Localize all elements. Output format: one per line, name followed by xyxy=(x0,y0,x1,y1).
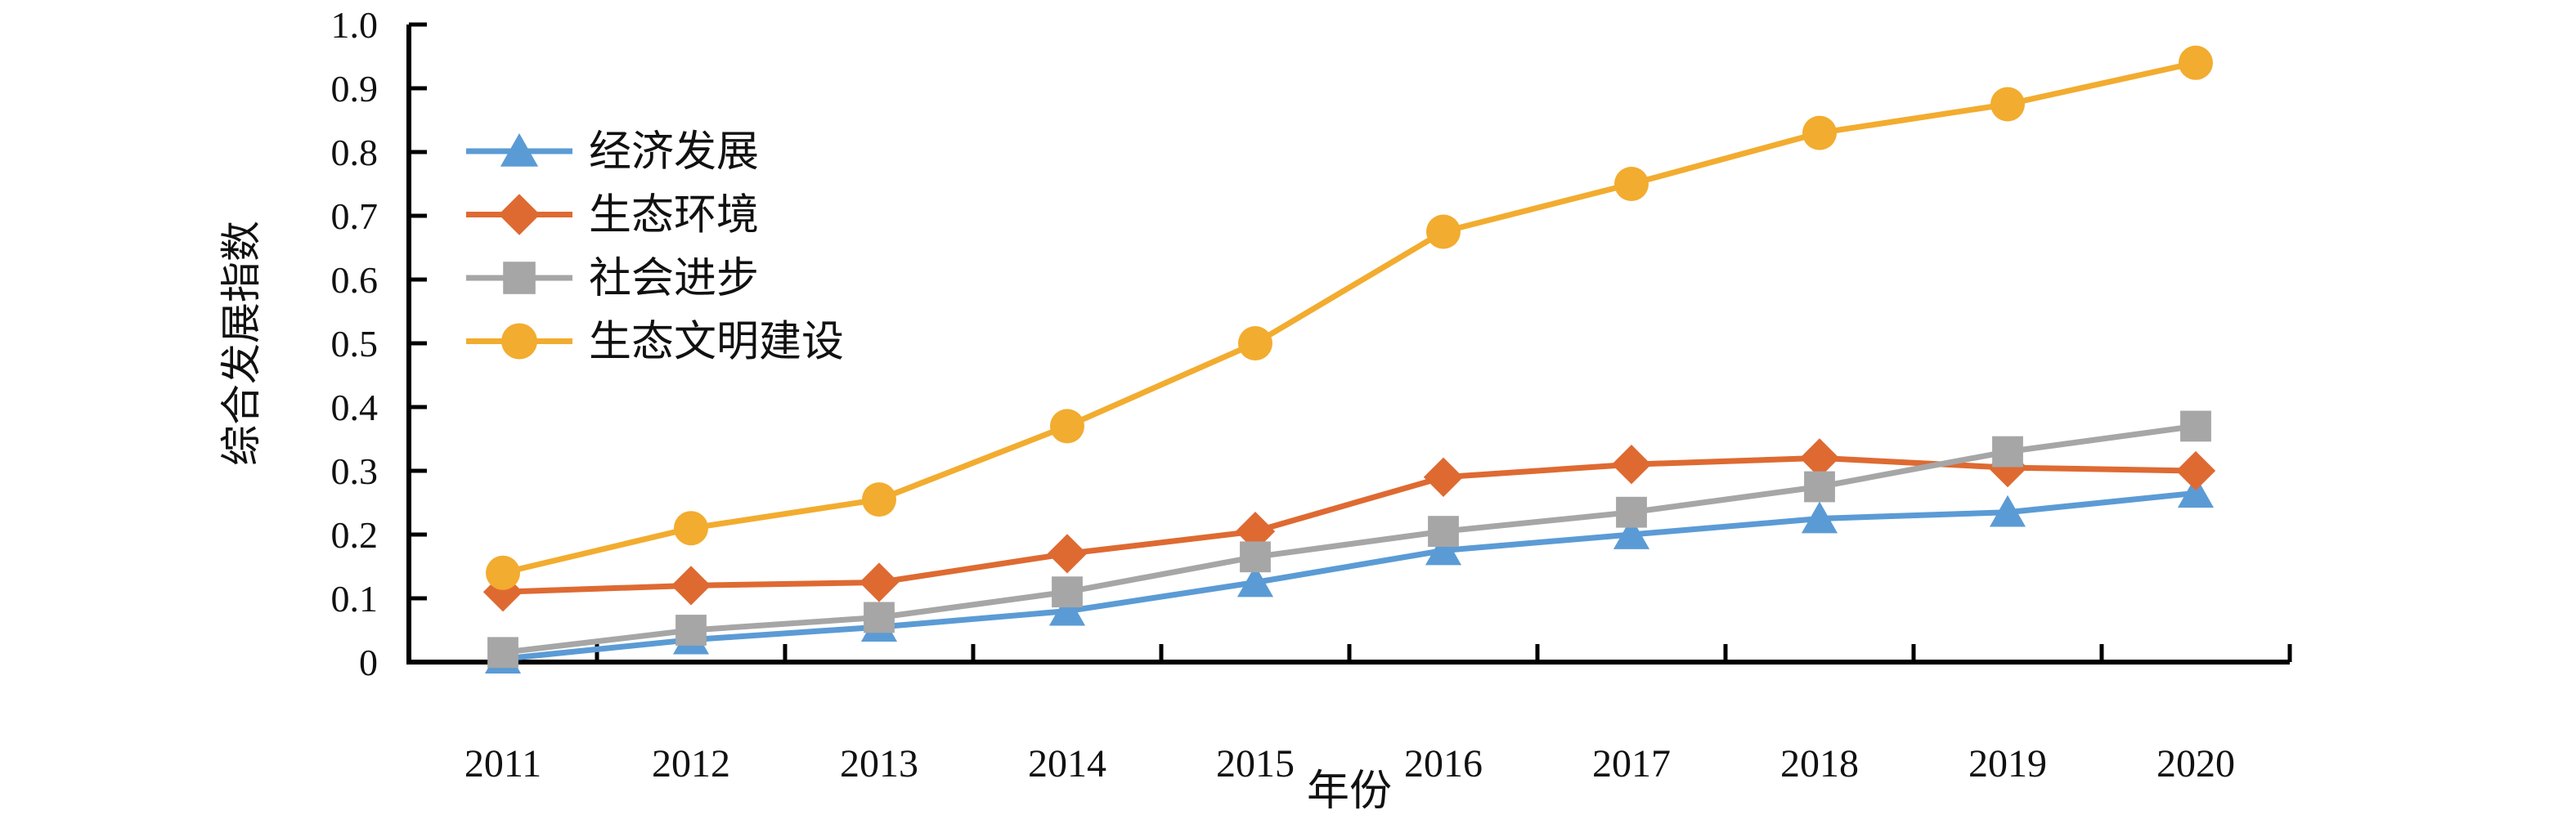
series-point-社会进步-2011 xyxy=(487,637,518,669)
series-point-生态文明建设-2019 xyxy=(1990,87,2025,122)
series-point-社会进步-2017 xyxy=(1616,496,1647,528)
y-tick-label: 0.9 xyxy=(331,68,379,110)
series-line-生态文明建设 xyxy=(502,60,2197,576)
series-point-生态文明建设-2014 xyxy=(1050,409,1084,444)
series-point-经济发展-2019 xyxy=(1989,495,2026,527)
legend-marker-社会进步 xyxy=(503,262,536,294)
series-point-生态文明建设-2012 xyxy=(674,511,708,546)
series-point-社会进步-2018 xyxy=(1804,471,1835,503)
x-tick-label-2016: 2016 xyxy=(1404,742,1483,785)
legend-marker-生态环境 xyxy=(498,194,541,235)
series-point-生态环境-2012 xyxy=(671,566,711,606)
series-point-生态文明建设-2017 xyxy=(1614,167,1649,201)
series-line-社会进步 xyxy=(502,423,2197,656)
series-point-经济发展-2017 xyxy=(1613,517,1650,549)
y-tick-label: 0.8 xyxy=(331,132,379,173)
series-point-生态环境-2015 xyxy=(1235,511,1276,552)
x-tick-label-2013: 2013 xyxy=(840,742,918,785)
series-point-社会进步-2013 xyxy=(864,602,895,633)
series-point-生态文明建设-2018 xyxy=(1802,115,1837,150)
y-tick-label: 0 xyxy=(359,642,378,683)
series-point-经济发展-2015 xyxy=(1236,565,1274,597)
y-tick-label: 0.5 xyxy=(331,323,379,365)
x-tick-label-2019: 2019 xyxy=(1968,742,2047,785)
legend-label-生态环境: 生态环境 xyxy=(589,193,759,239)
x-tick-label-2015: 2015 xyxy=(1216,742,1295,785)
series-point-生态文明建设-2011 xyxy=(486,555,520,590)
x-tick-label-2020: 2020 xyxy=(2156,742,2235,785)
series-point-生态环境-2020 xyxy=(2175,450,2216,491)
series-point-社会进步-2014 xyxy=(1052,576,1083,608)
series-point-社会进步-2015 xyxy=(1240,541,1271,573)
x-tick-label-2011: 2011 xyxy=(464,742,541,785)
x-tick-label-2017: 2017 xyxy=(1592,742,1671,785)
x-tick-label-2012: 2012 xyxy=(652,742,730,785)
legend-label-经济发展: 经济发展 xyxy=(589,129,759,176)
y-tick-label: 0.6 xyxy=(331,259,379,301)
series-point-社会进步-2020 xyxy=(2180,410,2211,442)
series-point-生态文明建设-2020 xyxy=(2179,45,2213,80)
series-point-生态文明建设-2016 xyxy=(1426,214,1461,249)
series-point-生态环境-2013 xyxy=(859,562,900,602)
series-point-生态环境-2017 xyxy=(1611,445,1652,485)
series-point-经济发展-2016 xyxy=(1425,533,1462,566)
y-tick-label: 0.7 xyxy=(331,195,379,237)
series-point-经济发展-2018 xyxy=(1801,501,1838,534)
series-point-经济发展-2014 xyxy=(1048,593,1086,626)
y-tick-label: 0.1 xyxy=(331,578,379,620)
y-tick-label: 0.3 xyxy=(331,450,379,492)
legend-label-生态文明建设: 生态文明建设 xyxy=(589,320,844,366)
y-tick-label: 0.2 xyxy=(331,514,379,556)
legend-marker-经济发展 xyxy=(500,133,539,167)
series-point-生态环境-2016 xyxy=(1423,457,1464,497)
series-point-社会进步-2012 xyxy=(675,615,707,646)
series-point-经济发展-2020 xyxy=(2177,476,2215,508)
series-point-生态文明建设-2015 xyxy=(1238,326,1272,360)
series-point-社会进步-2019 xyxy=(1992,436,2023,468)
series-point-生态环境-2018 xyxy=(1799,438,1840,478)
y-tick-label: 0.4 xyxy=(331,387,379,428)
series-line-生态环境 xyxy=(502,454,2197,595)
legend-marker-生态文明建设 xyxy=(501,323,537,360)
x-tick-label-2018: 2018 xyxy=(1780,742,1859,785)
series-point-生态环境-2014 xyxy=(1047,534,1088,574)
y-tick-label: 1.0 xyxy=(331,4,379,46)
series-point-生态文明建设-2013 xyxy=(862,482,896,517)
series-line-经济发展 xyxy=(502,490,2197,662)
x-tick-label-2014: 2014 xyxy=(1028,742,1106,785)
legend-label-社会进步: 社会进步 xyxy=(589,256,759,302)
y-axis-title: 综合发展指数 xyxy=(218,221,264,466)
x-axis-title: 年份 xyxy=(1307,768,1392,815)
series-point-社会进步-2016 xyxy=(1428,516,1459,547)
